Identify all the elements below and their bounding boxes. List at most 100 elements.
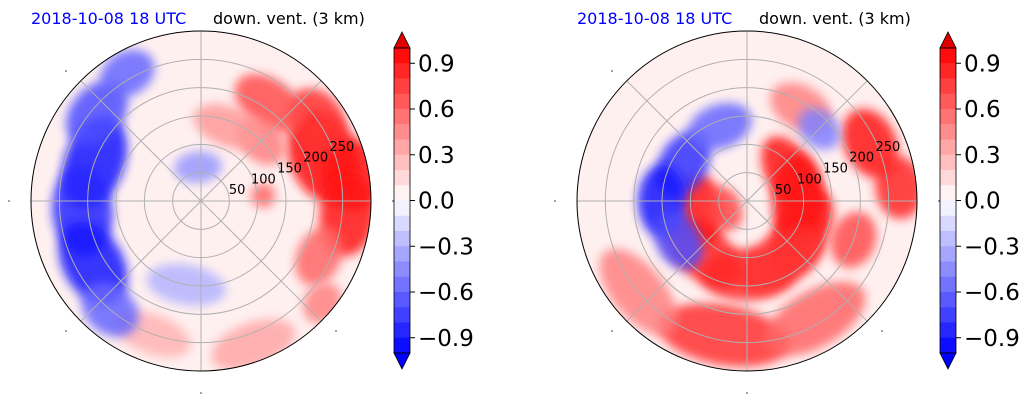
radial-tick-label: 100 (251, 172, 276, 187)
grid-spoke (80, 200, 202, 322)
colorbar-segment (940, 322, 956, 339)
field-blob (174, 151, 222, 184)
edge-tick (554, 200, 556, 202)
edge-tick (611, 70, 613, 72)
colorbar-segment (394, 48, 410, 64)
edge-tick (65, 70, 67, 72)
colorbar-tick-label: −0.3 (964, 234, 1020, 260)
field-blob (193, 103, 263, 149)
colorbar-segment (394, 170, 410, 186)
grid-spoke (200, 200, 322, 322)
radial-tick-label: 200 (849, 151, 874, 166)
colorbar-segment (940, 307, 956, 323)
colorbar-tick-label: 0.0 (964, 189, 1001, 215)
colorbar: 0.9 0.6 0.3 0.0 −0.3 −0.6 −0.9 (939, 31, 1020, 370)
left-chart-panel: 50 100 150 200 250 2018-10-08 18 UTC down. ven… (8, 9, 474, 394)
edge-tick (392, 200, 394, 202)
colorbar-segment (940, 139, 956, 156)
grid-spoke (746, 80, 868, 202)
colorbar-segment (394, 93, 410, 110)
colorbar-segment (394, 337, 410, 354)
colorbar-segment (394, 139, 410, 156)
colorbar-segment (394, 215, 410, 232)
colorbar-tick-label: −0.6 (418, 280, 474, 306)
grid-spoke (746, 200, 868, 322)
field-blob (100, 49, 155, 98)
field-blob (687, 102, 752, 151)
radial-tick-label: 200 (303, 151, 328, 166)
colorbar-segment (940, 200, 956, 217)
colorbar-segment (394, 261, 410, 278)
radial-tick-label: 150 (823, 161, 848, 176)
grid-spoke (200, 80, 322, 202)
field-blob (842, 108, 899, 179)
colorbar-segment (394, 276, 410, 293)
colorbar-tick-label: 0.6 (964, 97, 1001, 123)
colorbar-segment (940, 261, 956, 278)
colorbar-tick-label: 0.9 (418, 51, 455, 77)
grid-spoke (626, 80, 748, 202)
field-blob (764, 281, 866, 356)
colorbar-extend-bottom (939, 352, 957, 370)
colorbar-segment (394, 246, 410, 262)
colorbar-segment (940, 93, 956, 110)
edge-tick (746, 392, 748, 394)
edge-tick (200, 392, 202, 394)
colorbar-segment (940, 276, 956, 293)
edge-tick (938, 200, 940, 202)
colorbar-segment (940, 246, 956, 262)
colorbar-extend-top (939, 31, 957, 49)
field-blob (251, 183, 276, 208)
colorbar-tick-label: −0.3 (418, 234, 474, 260)
grid-spoke (626, 200, 748, 322)
polar-boundary (30, 30, 372, 372)
colorbar-tick-label: 0.6 (418, 97, 455, 123)
colorbar-tick-label: −0.9 (964, 326, 1020, 352)
colorbar-segment (940, 170, 956, 186)
edge-tick (8, 200, 10, 202)
colorbar-segment (940, 215, 956, 232)
colorbar-segment (394, 307, 410, 323)
colorbar-tick-label: 0.3 (964, 143, 1001, 169)
edge-tick (65, 330, 67, 332)
field-blob (658, 303, 789, 367)
colorbar-segment (940, 185, 956, 201)
colorbar-segment (940, 124, 956, 140)
field-blob (875, 156, 917, 219)
right-chart-panel: 50 100 150 200 250 2018-10-08 18 UTC down. ven… (546, 0, 1036, 401)
colorbar-extend-bottom (393, 352, 411, 370)
grid-spoke (80, 80, 202, 202)
colorbar-segment (394, 124, 410, 140)
colorbar-tick-label: 0.9 (964, 51, 1001, 77)
colorbar-segment (940, 154, 956, 171)
polar-boundary (576, 30, 918, 372)
edge-tick (881, 330, 883, 332)
colorbar-segment (394, 154, 410, 171)
edge-tick (335, 330, 337, 332)
polar-grid (31, 31, 371, 371)
colorbar-segment (940, 48, 956, 64)
colorbar-segment (394, 185, 410, 201)
colorbar-segment (394, 292, 410, 308)
radial-tick-label: 50 (229, 183, 246, 198)
title-variable: down. vent. (3 km) (759, 9, 911, 28)
colorbar-segment (394, 322, 410, 339)
colorbar-segment (940, 78, 956, 95)
colorbar-extend-top (393, 31, 411, 49)
colorbar-tick-label: −0.6 (964, 280, 1020, 306)
colorbar-segment (940, 109, 956, 125)
radial-tick-label: 50 (775, 183, 792, 198)
title-datetime: 2018-10-08 18 UTC (31, 9, 186, 28)
radial-tick-label: 150 (277, 161, 302, 176)
colorbar-tick-label: −0.9 (418, 326, 474, 352)
colorbar-segment (940, 337, 956, 354)
colorbar-segment (394, 231, 410, 247)
colorbar-tick-label: 0.3 (418, 143, 455, 169)
colorbar-segment (940, 231, 956, 247)
title-datetime: 2018-10-08 18 UTC (577, 9, 732, 28)
title-variable: down. vent. (3 km) (213, 9, 365, 28)
colorbar-segment (394, 109, 410, 125)
radial-tick-label: 250 (329, 140, 354, 155)
